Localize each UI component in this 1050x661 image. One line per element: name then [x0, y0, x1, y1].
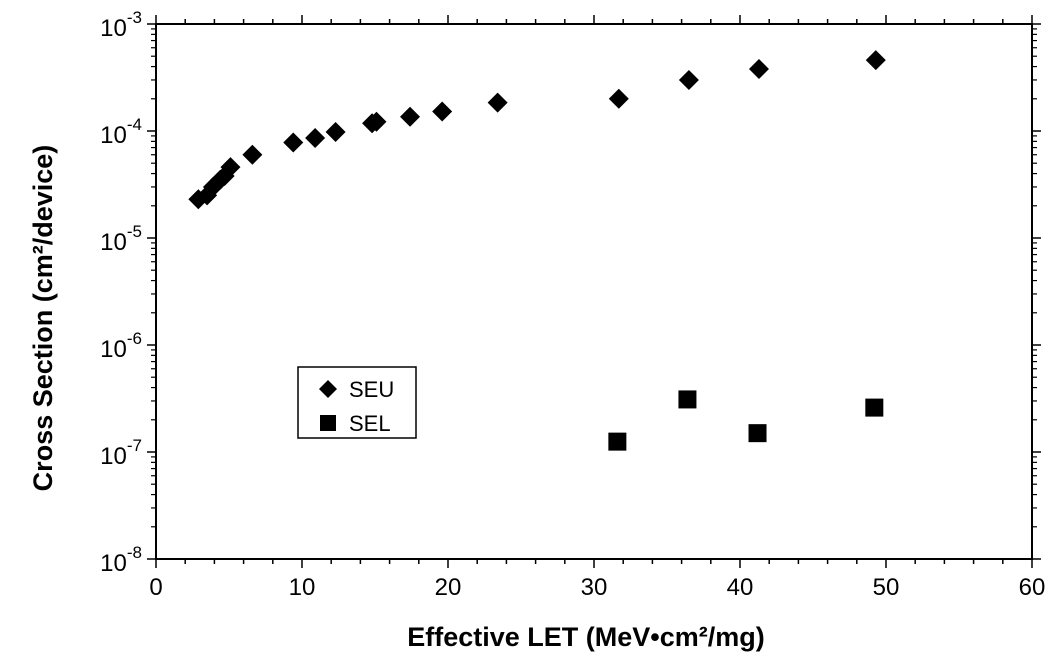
- tick-marks: [147, 15, 1041, 568]
- tick-labels: 0 10 20 30 40 50 60 10-8 10-7 10-6 10-5 10-4 10-3: [100, 8, 1045, 601]
- legend-box: [297, 366, 417, 439]
- legend-square-icon: [320, 415, 336, 431]
- legend: SEU SEL: [297, 366, 417, 439]
- legend-label-sel: SEL: [349, 411, 391, 436]
- seu-point: [283, 132, 304, 153]
- y-axis-title: Cross Section (cm²/device): [28, 145, 58, 492]
- seu-point: [305, 128, 326, 149]
- y-tick-label: 10-6: [100, 329, 142, 363]
- y-tick-label: 10-3: [100, 8, 142, 42]
- seu-point: [366, 111, 387, 132]
- y-tick-label: 10-5: [100, 222, 142, 256]
- y-tick-label: 10-8: [100, 543, 142, 577]
- seu-point: [220, 157, 241, 178]
- series-sel: [608, 390, 884, 451]
- plot-frame: [155, 23, 1033, 560]
- sel-point: [748, 424, 767, 443]
- seu-point: [487, 92, 508, 113]
- seu-point: [678, 69, 699, 90]
- seu-point: [432, 101, 453, 122]
- legend-marker-sel: [320, 415, 336, 431]
- seu-point: [608, 88, 629, 109]
- data-points: [188, 50, 886, 451]
- x-tick-label: 40: [727, 574, 754, 601]
- x-tick-label: 0: [149, 574, 162, 601]
- seu-point: [325, 121, 346, 142]
- legend-label-seu: SEU: [349, 377, 394, 402]
- y-tick-label: 10-4: [100, 115, 142, 149]
- x-tick-label: 30: [581, 574, 608, 601]
- sel-point: [608, 432, 627, 451]
- x-tick-label: 60: [1019, 574, 1046, 601]
- sel-point: [678, 390, 697, 409]
- seu-point: [748, 58, 769, 79]
- x-tick-label: 50: [873, 574, 900, 601]
- seu-point: [865, 50, 886, 71]
- seu-point: [400, 106, 421, 127]
- y-tick-label: 10-7: [100, 436, 142, 470]
- axes: [155, 23, 1033, 560]
- x-tick-label: 20: [435, 574, 462, 601]
- legend-marker-seu: [319, 380, 337, 398]
- seu-point: [242, 144, 263, 165]
- x-tick-label: 10: [289, 574, 316, 601]
- series-seu: [188, 50, 886, 210]
- x-axis-title: Effective LET (MeV•cm²/mg): [407, 622, 765, 652]
- legend-diamond-icon: [319, 380, 337, 398]
- sel-point: [865, 398, 884, 417]
